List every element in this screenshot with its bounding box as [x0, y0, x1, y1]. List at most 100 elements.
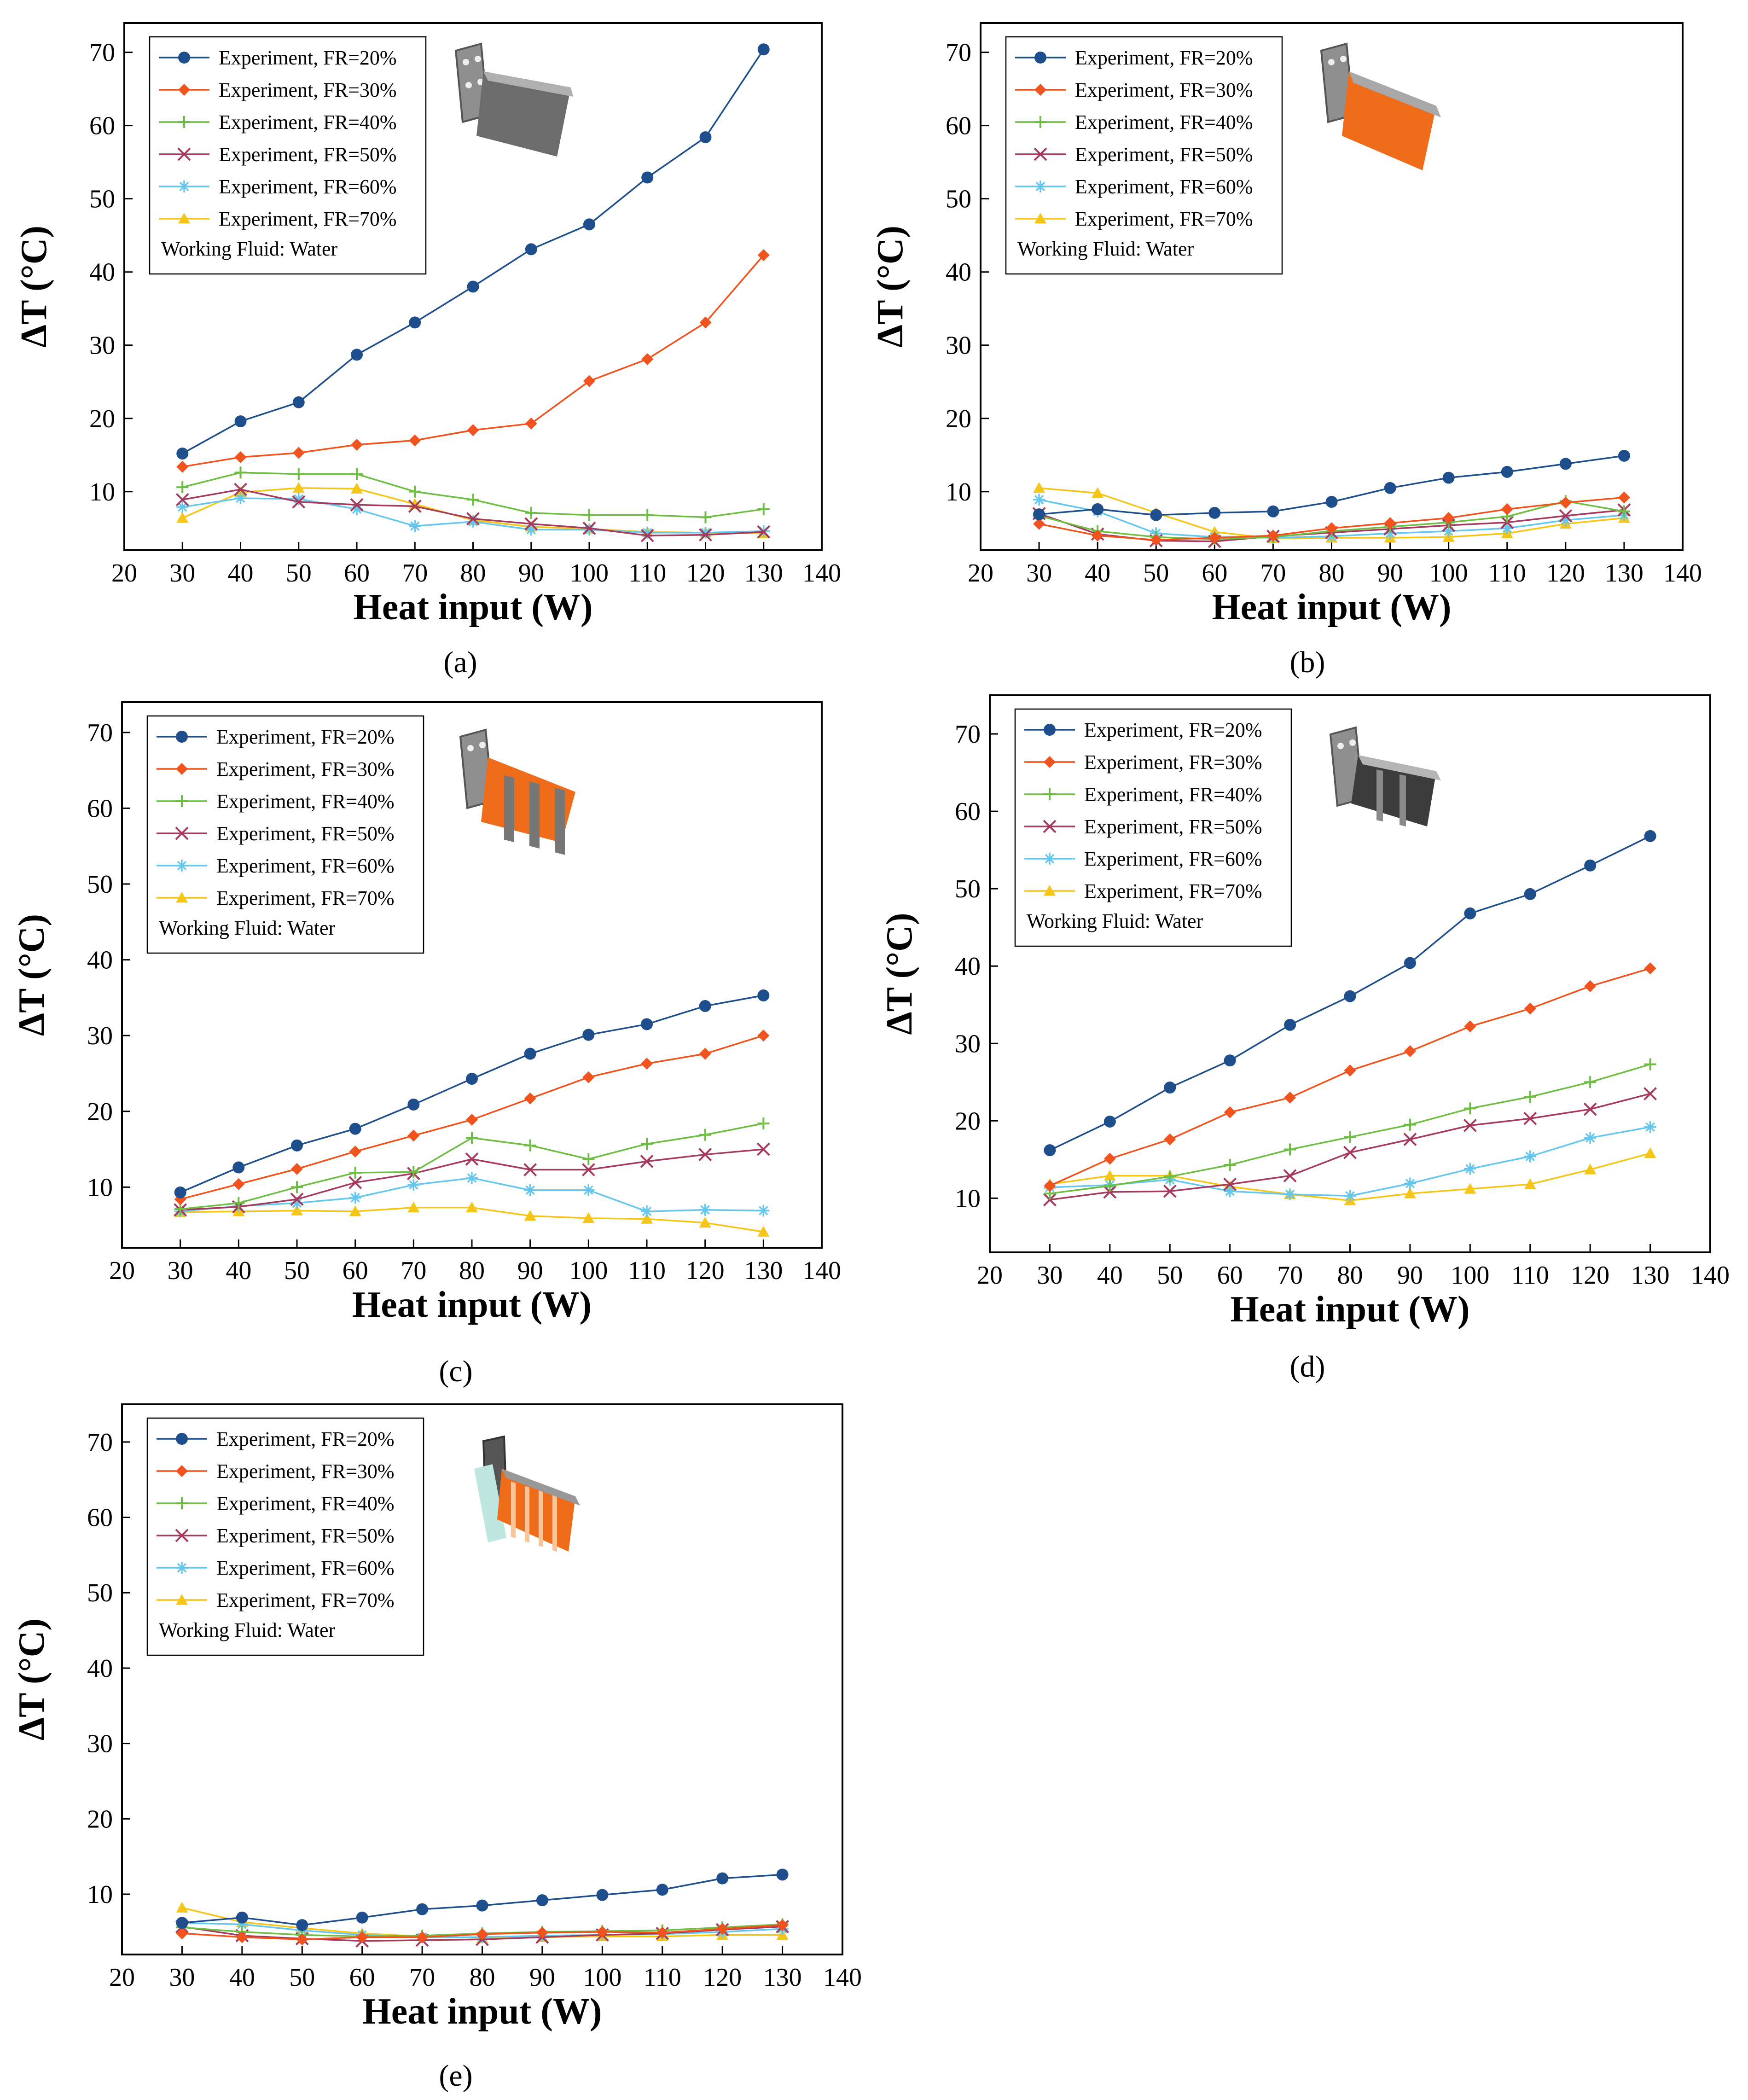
x-tick-label: 90 — [1377, 559, 1403, 588]
data-point — [523, 1163, 537, 1176]
y-tick-label: 40 — [87, 946, 113, 975]
x-tick-label: 20 — [977, 1261, 1003, 1290]
data-point — [757, 525, 771, 539]
data-point — [1325, 496, 1338, 508]
x-tick-label: 50 — [286, 559, 312, 588]
data-point — [1224, 1185, 1236, 1198]
data-point — [1344, 1131, 1356, 1143]
data-point — [1644, 1121, 1656, 1133]
data-point — [757, 43, 770, 56]
x-tick-label: 130 — [763, 1963, 802, 1992]
data-point — [1384, 517, 1396, 529]
x-tick-label: 70 — [1277, 1261, 1303, 1290]
y-axis-title: ΔT (°C) — [12, 914, 52, 1036]
legend-entry: Experiment, FR=40% — [219, 111, 397, 134]
x-axis-title: Heat input (W) — [354, 587, 593, 628]
data-point — [232, 1197, 245, 1209]
panel-label: (b) — [1290, 646, 1325, 679]
data-point — [1501, 503, 1513, 515]
x-tick-label: 50 — [284, 1257, 310, 1285]
legend-entry: Experiment, FR=20% — [1084, 719, 1262, 741]
data-point — [1404, 1045, 1416, 1058]
data-point — [234, 451, 247, 464]
data-point — [1043, 1193, 1057, 1207]
data-point — [1584, 859, 1597, 872]
y-tick-label: 70 — [87, 1428, 113, 1457]
data-point — [581, 1163, 595, 1176]
data-point — [291, 1197, 303, 1209]
data-point — [1150, 534, 1162, 546]
data-point — [656, 1926, 668, 1939]
data-point — [176, 1927, 188, 1940]
data-point — [699, 316, 712, 329]
data-point — [351, 439, 363, 451]
data-point — [407, 1166, 420, 1178]
legend-working-fluid: Working Fluid: Water — [159, 1619, 336, 1641]
data-point — [1618, 491, 1630, 504]
legend-working-fluid: Working Fluid: Water — [159, 917, 336, 939]
data-point — [349, 1167, 361, 1179]
data-point — [1584, 1076, 1597, 1088]
data-point — [1325, 522, 1338, 535]
data-point — [407, 1179, 420, 1191]
y-tick-label: 50 — [946, 185, 971, 214]
panel-label: (e) — [439, 2059, 472, 2093]
data-point — [582, 521, 596, 535]
x-tick-label: 40 — [1097, 1261, 1123, 1290]
x-tick-label: 100 — [1451, 1261, 1489, 1290]
panel-label: (a) — [443, 646, 477, 679]
data-point — [524, 1047, 536, 1060]
y-tick-label: 60 — [946, 112, 971, 140]
y-tick-label: 50 — [89, 185, 115, 214]
x-tick-label: 140 — [1663, 559, 1702, 588]
panel-label: (c) — [439, 1355, 472, 1388]
y-tick-label: 30 — [955, 1030, 981, 1058]
data-point — [757, 1030, 770, 1042]
x-tick-label: 130 — [1631, 1261, 1670, 1290]
data-point — [409, 520, 421, 532]
data-point — [1404, 1187, 1416, 1198]
x-tick-label: 60 — [343, 1257, 368, 1285]
data-point — [408, 500, 422, 513]
legend-marker — [1044, 788, 1056, 800]
y-tick-label: 20 — [87, 1098, 113, 1126]
heat-pipe-thumbnail-b — [1320, 42, 1441, 170]
data-point — [1643, 1087, 1657, 1100]
data-point — [1224, 1159, 1236, 1171]
y-tick-label: 10 — [955, 1184, 981, 1213]
data-point — [467, 424, 479, 436]
data-point — [524, 1139, 536, 1152]
data-point — [467, 494, 479, 506]
legend-marker — [178, 180, 190, 192]
x-tick-label: 130 — [744, 559, 783, 588]
legend-marker — [175, 826, 189, 840]
x-tick-label: 90 — [529, 1963, 555, 1992]
data-point — [349, 1205, 361, 1216]
data-point — [1559, 514, 1572, 526]
data-point — [236, 1911, 248, 1924]
data-point — [1044, 1180, 1056, 1192]
data-point — [1103, 1185, 1117, 1199]
data-point — [1033, 482, 1045, 493]
data-point — [1404, 1118, 1416, 1131]
data-point — [699, 1129, 711, 1141]
legend-working-fluid: Working Fluid: Water — [1027, 910, 1203, 932]
data-point — [525, 417, 537, 430]
x-tick-label: 110 — [628, 559, 666, 588]
data-point — [292, 468, 305, 480]
x-tick-label: 130 — [1605, 559, 1643, 588]
heat-pipe-thumbnail-c — [459, 728, 575, 855]
panel-label: (d) — [1290, 1350, 1325, 1384]
data-point — [582, 1212, 595, 1223]
y-tick-label: 50 — [87, 870, 113, 899]
data-point — [232, 1161, 245, 1174]
data-point — [292, 495, 306, 509]
y-tick-label: 50 — [955, 875, 981, 903]
legend-working-fluid: Working Fluid: Water — [1017, 238, 1194, 260]
data-point — [1284, 1091, 1296, 1104]
legend-entry: Experiment, FR=30% — [216, 1460, 395, 1483]
legend-entry: Experiment, FR=60% — [1075, 175, 1253, 198]
data-point — [1463, 1118, 1477, 1132]
data-point — [1404, 957, 1416, 969]
data-point — [1150, 509, 1162, 521]
